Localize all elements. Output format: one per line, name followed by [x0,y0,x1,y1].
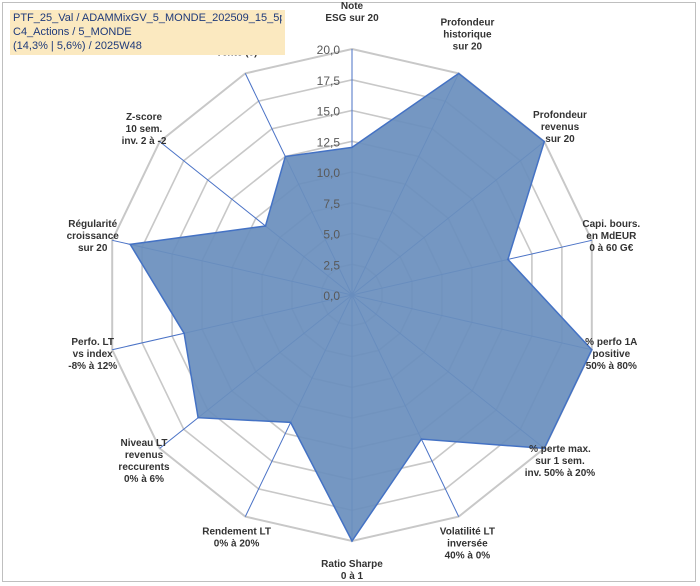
axis-category-label-line: reccurents [118,462,170,473]
axis-category-label-line: -8% à 12% [68,361,117,372]
tick-label: 2,5 [323,258,340,272]
data-point [543,140,546,143]
axis-category-label-line: sur 1 sem. [535,456,585,467]
axis-category-label-line: 0% à 20% [214,539,260,550]
axis-category-label: Note ESG sur 20 [325,1,379,24]
tick-label: 7,5 [323,197,340,211]
axis-category-label-line: 0% à 6% [124,474,164,485]
tick-label: 20,0 [317,43,341,57]
axis-category-label-line: 40% à 0% [445,551,491,562]
title-line-1: PTF_25_Val / ADAMMixGV_5_MONDE_202509_15… [13,12,282,24]
axis-category-label: Capi. bours. en MdEUR 0 à 60 G€ [582,219,640,254]
axis-category-label-line: sur 20 [78,243,108,254]
axis-category-label-line: croissance [67,231,120,242]
axis-category-label-line: ESG sur 20 [325,13,379,24]
data-series-area [128,72,593,543]
tick-label: 10,0 [317,166,341,180]
axis-category-label-line: Profondeur [440,17,494,28]
axis-category-label-line: 0 à 1 [341,571,364,582]
data-point [457,72,460,75]
axis-category-label: Perfo. LT vs index -8% à 12% [68,337,117,372]
data-point [420,438,423,440]
data-point [284,155,287,158]
axis-category-label-line: revenus [125,450,164,461]
axis-category-label-line: inversée [447,539,488,550]
axis-category-label-line: Régularité [68,219,117,230]
axis-category-label: Rendement LT 0% à 20% [202,527,271,550]
axis-category-label-line: inv. 2 à -2 [122,136,167,147]
chart-title-box: PTF_25_Val / ADAMMixGV_5_MONDE_202509_15… [10,10,285,55]
axis-category-label-line: Volatilité LT [440,527,495,538]
axis-category-label: Z-score 10 sem. inv. 2 à -2 [122,112,167,147]
axis-category-label: Niveau LT revenus reccurents 0% à 6% [118,438,170,485]
axis-category-label-line: en MdEUR [586,231,637,242]
axis-category-label-line: Niveau LT [120,438,167,449]
tick-label: 0,0 [323,289,340,303]
axis-category-label-line: inv. 50% à 20% [525,468,596,479]
data-point [264,225,267,227]
data-point [543,447,546,450]
axis-category-label: % perte max. sur 1 sem. inv. 50% à 20% [525,444,596,479]
axis-category-label-line: Rendement LT [202,527,271,538]
axis-category-label: Volatilité LT inversée 40% à 0% [440,527,495,562]
title-line-2: C4_Actions / 5_MONDE [13,26,132,38]
data-point [197,416,199,419]
tick-label: 5,0 [323,228,340,242]
axis-category-label-line: historique [443,29,492,40]
data-point [591,348,593,351]
axis-category-label-line: % perte max. [529,444,591,455]
axis-category-label-line: vs index [73,349,113,360]
axis-category-label-line: Note [341,1,364,12]
title-line-3: (14,3% | 5,6%) / 2025W48 [13,40,142,52]
axis-category-label-line: revenus [541,122,580,133]
axis-category-label-line: positive [592,349,630,360]
axis-category-label-line: Ratio Sharpe [321,559,383,570]
data-point [351,146,353,149]
tick-label: 12,5 [317,135,341,149]
tick-label: 15,0 [317,105,341,119]
tick-label: 17,5 [317,74,341,88]
axis-category-label-line: Capi. bours. [582,219,640,230]
axis-category-label: % perfo 1A positive 50% à 80% [585,337,637,372]
axis-category-label-line: Perfo. LT [71,337,114,348]
axis-category-label-line: 0 à 60 G€ [589,243,633,254]
data-point [129,243,131,246]
axis-category-label-line: Z-score [126,112,163,123]
axis-category-label-line: sur 20 [545,134,575,145]
data-point [507,258,509,261]
axis-category-label-line: 10 sem. [126,124,163,135]
axis-category-label-line: Profondeur [533,110,587,121]
axis-category-label: Régularité croissance sur 20 [67,219,120,254]
data-point [289,421,292,424]
axis-category-label-line: % perfo 1A [585,337,637,348]
data-point [183,332,185,335]
data-point [351,540,353,542]
axis-category-label-line: sur 20 [453,41,483,52]
axis-category-label: Profondeur revenus sur 20 [533,110,587,145]
axis-category-label-line: 50% à 80% [586,361,637,372]
axis-category-label: Ratio Sharpe 0 à 1 [321,559,383,582]
axis-category-label: Profondeur historique sur 20 [440,17,494,52]
